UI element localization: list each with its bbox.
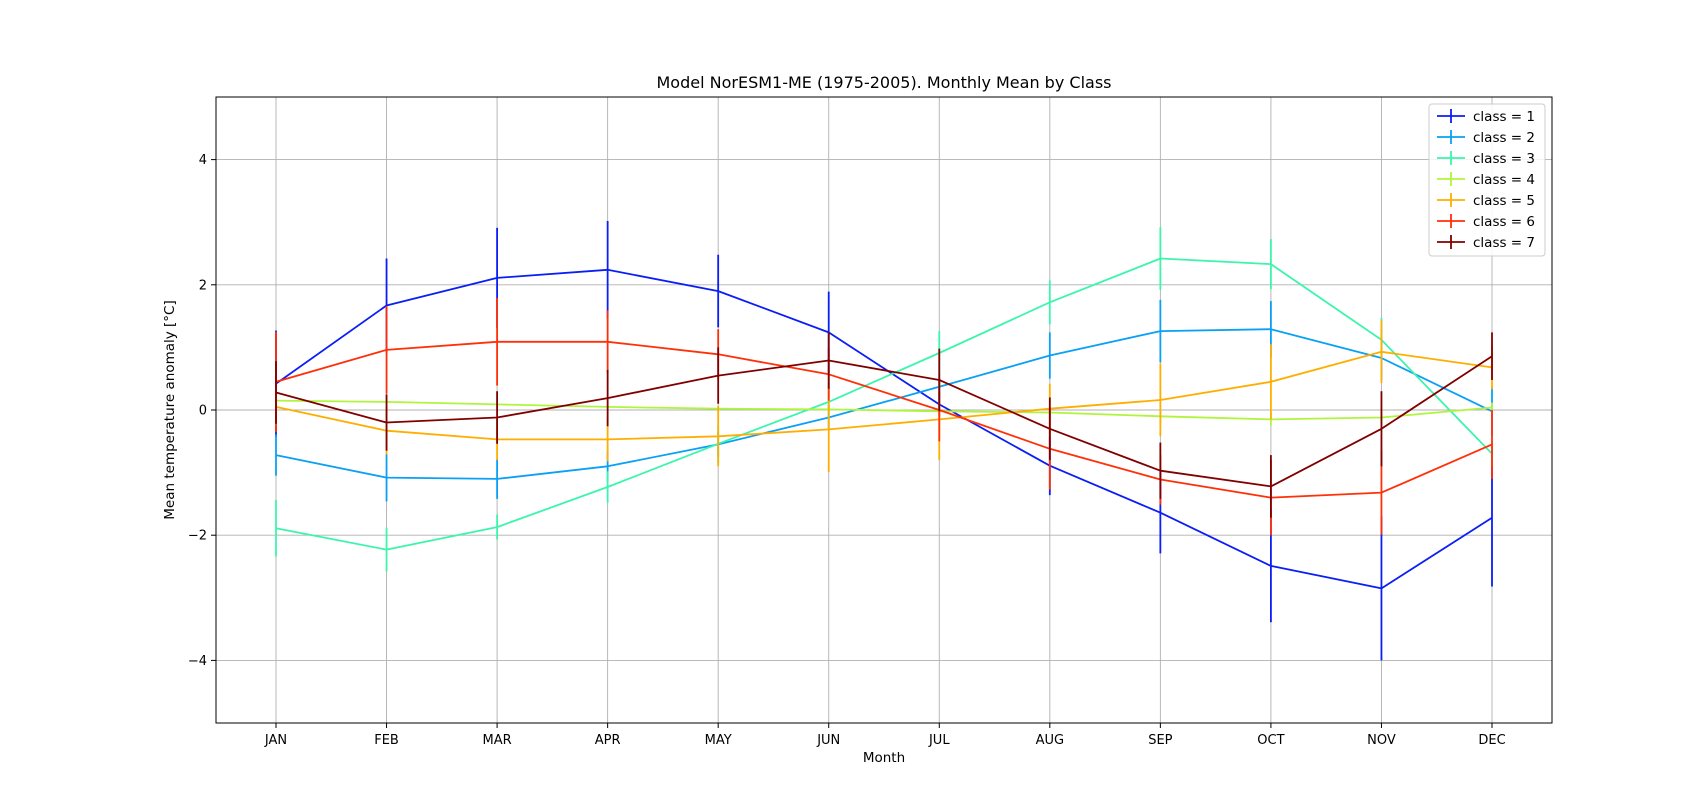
legend: class = 1 class = 2 class = 3 class = 4 clas… xyxy=(1428,103,1546,257)
x-tick-label: AUG xyxy=(1036,733,1064,748)
x-tick-label: FEB xyxy=(374,733,399,748)
series-line xyxy=(275,350,1493,441)
legend-label: class = 5 xyxy=(1473,193,1535,209)
legend-box xyxy=(1428,103,1546,257)
legend-entry: class = 5 xyxy=(1437,193,1535,209)
x-tick-label: OCT xyxy=(1257,733,1284,748)
series-layer xyxy=(275,220,1493,661)
legend-entry: class = 1 xyxy=(1437,109,1535,125)
x-tick-label: JAN xyxy=(264,733,287,748)
y-tick-label: 2 xyxy=(199,278,207,293)
y-axis-label: Mean temperature anomaly [°C] xyxy=(162,300,178,519)
y-tick-label: −2 xyxy=(188,529,207,544)
series-line xyxy=(275,268,1493,590)
series-7 xyxy=(275,332,1493,518)
series-line xyxy=(275,355,1493,488)
x-tick-label: JUN xyxy=(816,733,840,748)
x-tick-label: MAY xyxy=(705,733,732,748)
legend-entry: class = 3 xyxy=(1437,151,1535,167)
series-line xyxy=(275,328,1493,480)
legend-label: class = 1 xyxy=(1473,109,1535,125)
x-tick-label: JUL xyxy=(928,733,950,748)
x-tick-label: DEC xyxy=(1478,733,1505,748)
x-tick-label: MAR xyxy=(483,733,512,748)
legend-entry: class = 2 xyxy=(1437,130,1535,146)
x-tick-label: NOV xyxy=(1367,733,1396,748)
y-tick-label: 4 xyxy=(199,153,207,168)
series-line xyxy=(275,399,1493,421)
legend-label: class = 3 xyxy=(1473,151,1535,167)
chart-title: Model NorESM1-ME (1975-2005). Monthly Me… xyxy=(657,73,1112,92)
y-tick-label: −4 xyxy=(188,654,207,669)
legend-entry: class = 7 xyxy=(1437,235,1535,251)
legend-label: class = 7 xyxy=(1473,235,1535,251)
ticks: JAN FEB MAR APR MAY JUN JUL AUG SEP OCT NOV DEC −4 −2… xyxy=(188,153,1506,748)
x-tick-label: APR xyxy=(595,733,621,748)
legend-label: class = 6 xyxy=(1473,214,1535,230)
legend-label: class = 2 xyxy=(1473,130,1535,146)
legend-entry: class = 4 xyxy=(1437,172,1535,188)
x-axis-label: Month xyxy=(863,750,905,766)
series-line xyxy=(275,257,1493,551)
y-tick-label: 0 xyxy=(199,404,207,419)
legend-entry: class = 6 xyxy=(1437,214,1535,230)
x-tick-label: SEP xyxy=(1148,733,1172,748)
series-line xyxy=(275,340,1493,499)
legend-label: class = 4 xyxy=(1473,172,1535,188)
